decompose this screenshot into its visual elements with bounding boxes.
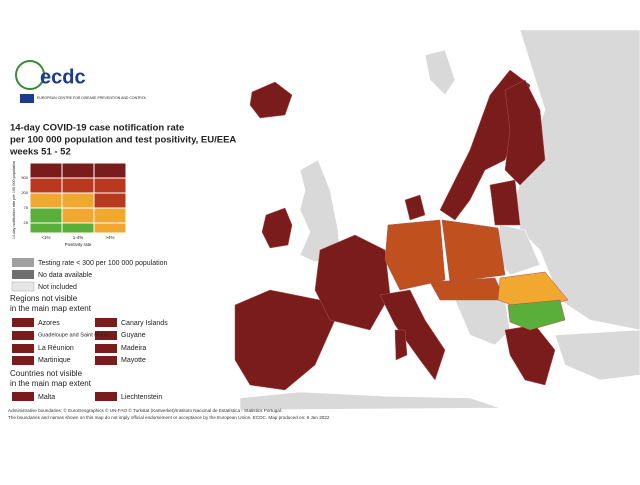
title: per 100 000 population and test positivi… [10,135,236,146]
legend-label: Not included [38,284,77,291]
region-label: La Réunion [38,345,74,352]
region-swatches [12,318,117,365]
country-label: Liechtenstein [121,394,162,401]
country-swatch [95,392,117,401]
countries-heading: in the main map extent [10,379,92,388]
iceland [249,81,293,119]
italy [379,289,446,381]
matrix-y-label: 14-day notification rate per 100 000 pop… [12,161,16,239]
legend-label: Testing rate < 300 per 100 000 populatio… [38,260,168,267]
country-swatch [12,392,34,401]
eu-dark [234,69,556,391]
eu-flag [20,94,34,103]
region-label: Guadeloupe and Saint Martin [38,332,110,338]
footer: Administrative boundaries: © EuroGeograp… [8,407,282,413]
matrix-x-tick: 1-4% [73,235,84,240]
logo-text: ecdc [40,66,86,88]
matrix [29,162,127,234]
matrix-y-tick: 200 [21,190,28,195]
svalbard-area [424,49,456,96]
iberia [234,289,336,391]
title: 14-day COVID-19 case notification rate [10,123,184,134]
country-label: Malta [38,394,55,401]
corsica-sardinia [394,329,408,361]
matrix-x-label: Positivity rate [65,242,92,247]
region-label: Canary Islands [121,320,168,327]
germany [384,219,446,291]
background-land [239,29,640,411]
matrix-x-tick: >4% [105,235,114,240]
baltics [489,179,521,226]
uk [299,159,341,263]
legend-swatch [12,258,34,267]
poland [441,219,506,283]
logo-globe [15,60,45,90]
logo-subtitle: EUROPEAN CENTRE FOR DISEASE PREVENTION A… [37,96,147,100]
title: weeks 51 - 52 [9,147,71,158]
finland [504,79,546,186]
denmark [404,194,426,221]
regions-heading: Regions not visible [10,294,78,303]
eu-orange [384,219,569,331]
region-label: Azores [38,320,60,327]
matrix-x-tick: <1% [41,235,50,240]
bulgaria [507,299,566,331]
regions-heading: in the main map extent [10,304,92,313]
region-label: Mayotte [121,357,146,364]
matrix-y-tick: 25 [24,220,29,225]
greece [504,324,556,386]
legend-label: No data available [38,272,92,279]
ireland [261,207,293,249]
matrix-y-tick: 75 [24,205,29,210]
turkey [554,329,640,381]
balkans [454,299,511,346]
region-label: Guyane [121,332,146,339]
countries-heading: Countries not visible [10,369,83,378]
matrix-y-tick: 500 [21,175,28,180]
footer: The boundaries and names shown on this m… [8,415,330,420]
france [314,234,391,331]
legend-swatch [12,270,34,279]
north-africa [239,391,501,411]
region-label: Madeira [121,345,146,352]
legend-swatch [11,281,35,292]
central-europe [429,277,506,301]
region-label: Martinique [38,357,71,364]
